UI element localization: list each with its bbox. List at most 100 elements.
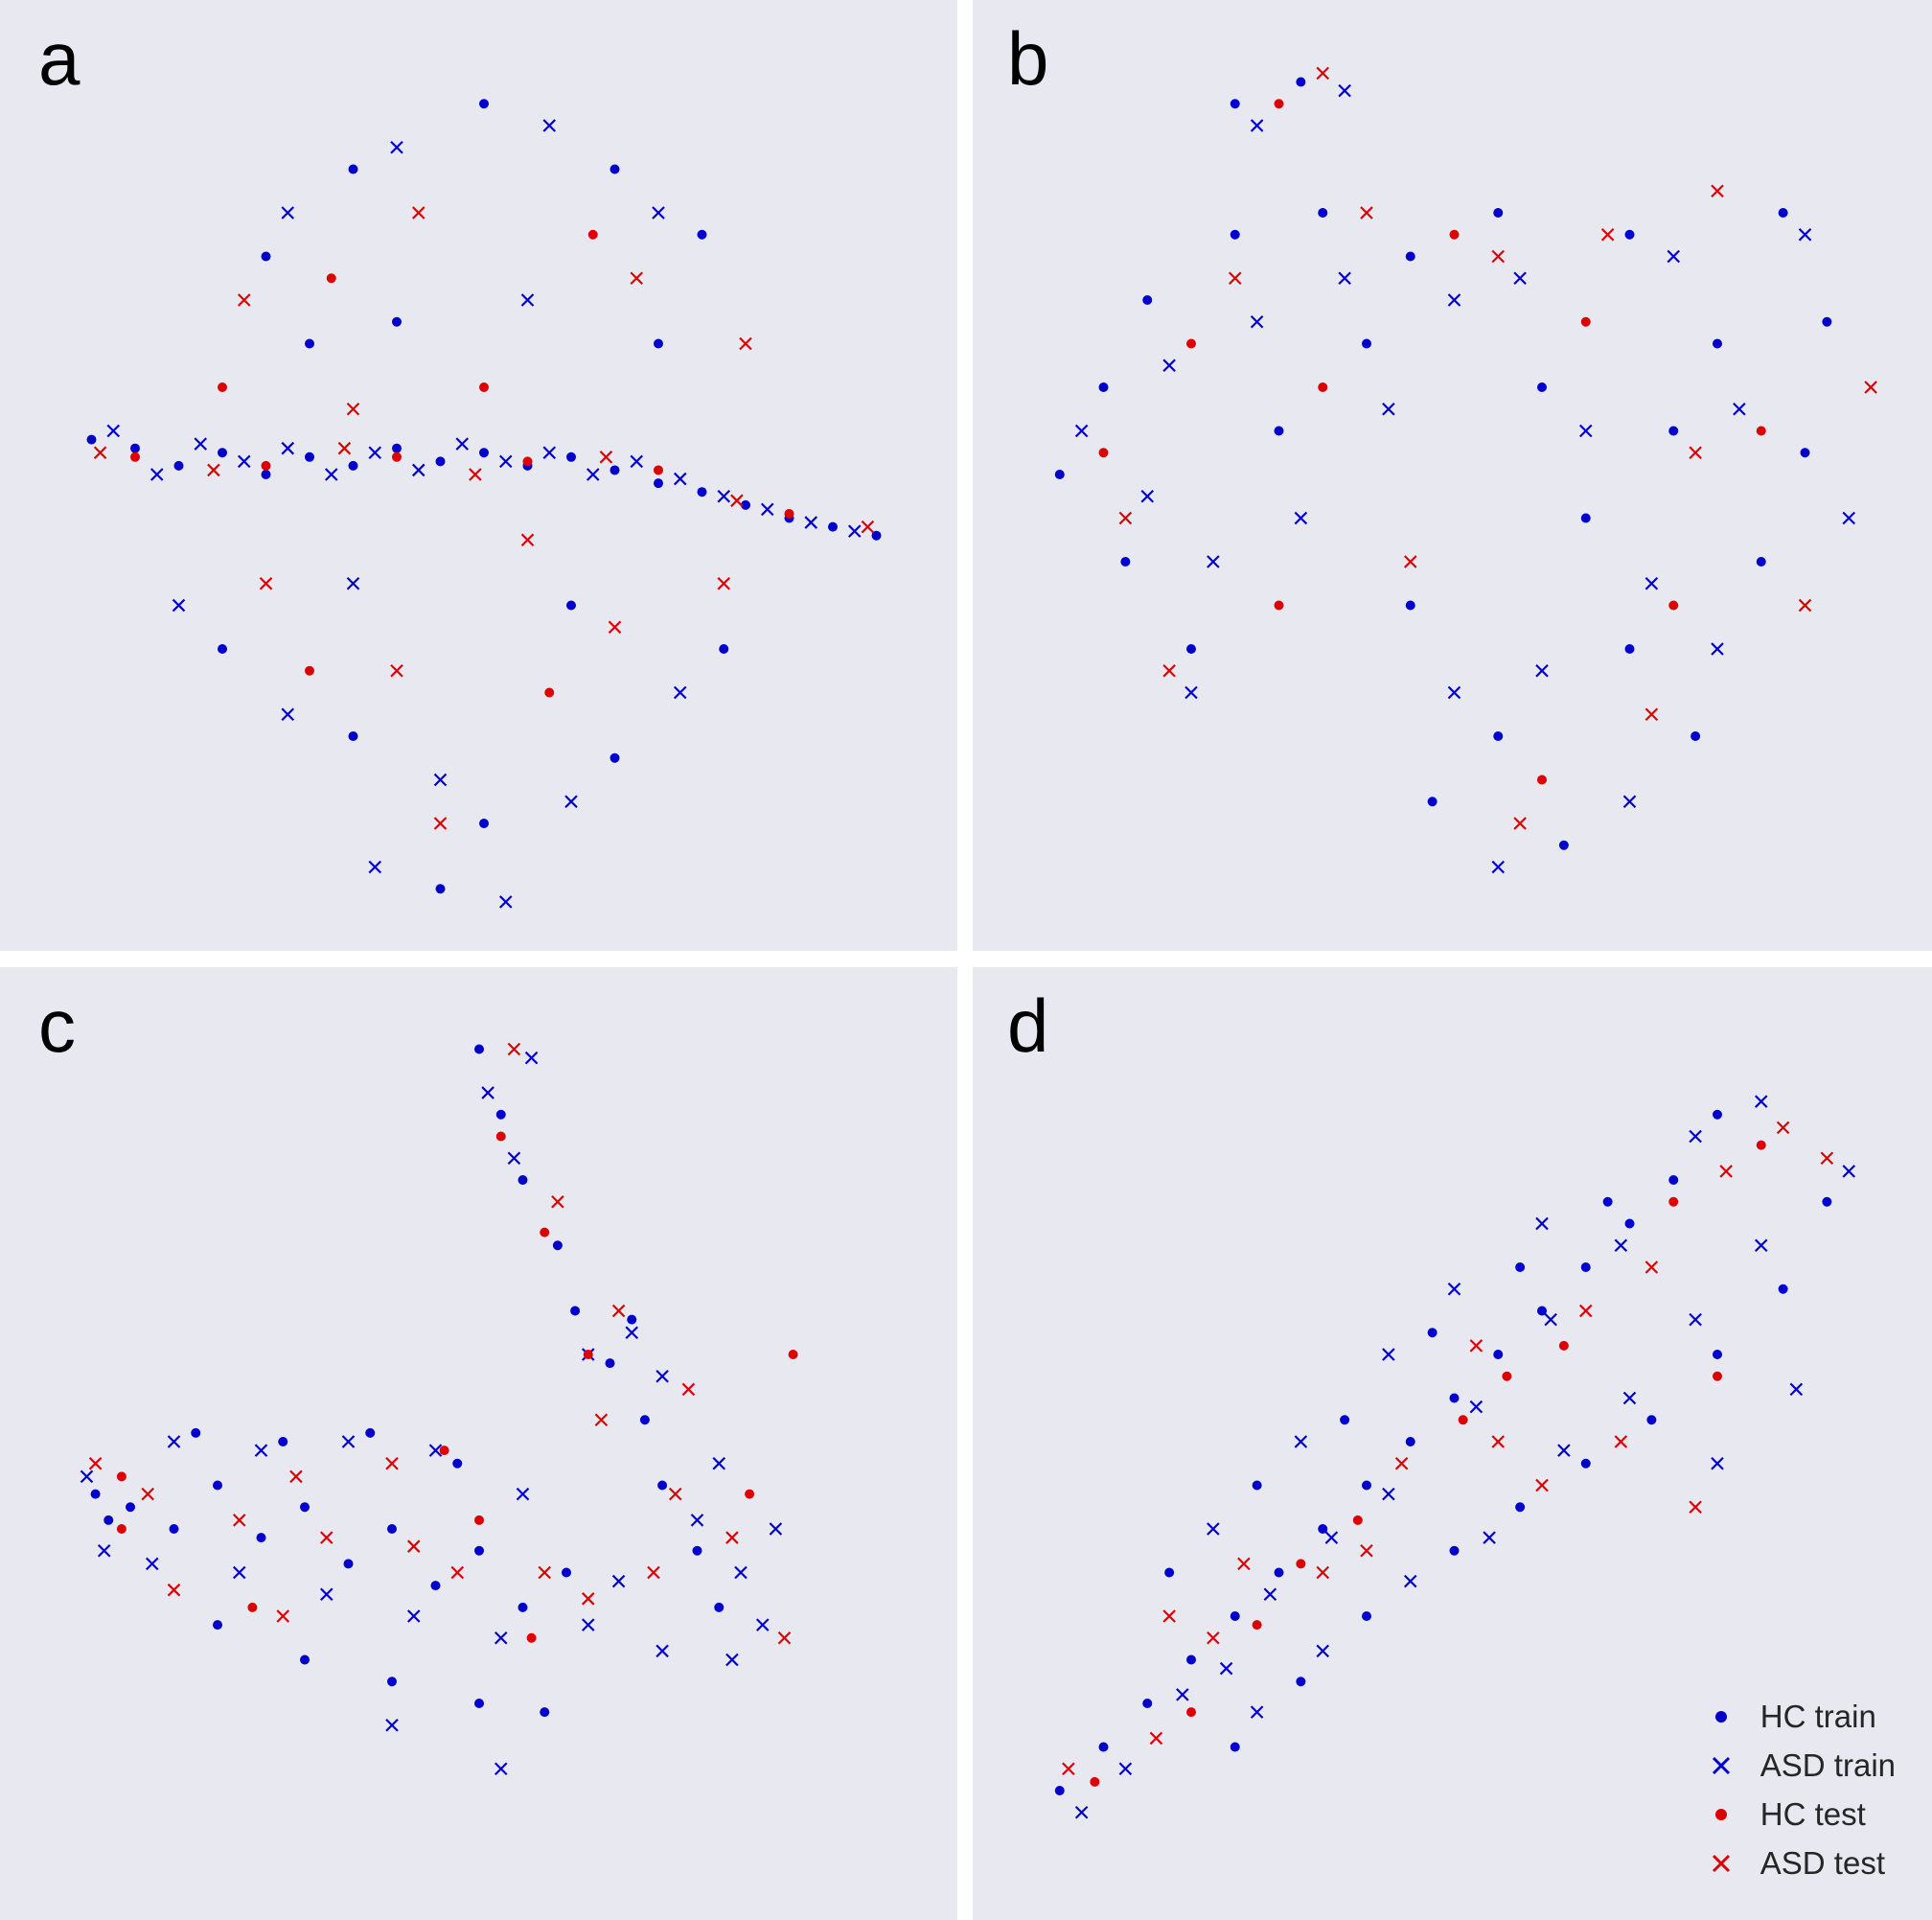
point-hc-train xyxy=(1646,1415,1657,1425)
point-asd-train xyxy=(385,1718,399,1732)
point-hc-test xyxy=(1252,1620,1262,1631)
point-asd-train xyxy=(1219,1661,1233,1676)
point-asd-train xyxy=(1754,1238,1768,1253)
point-hc-train xyxy=(1580,1262,1591,1272)
panel-label-c: c xyxy=(38,983,76,1068)
point-asd-train xyxy=(1689,1312,1702,1327)
point-asd-train xyxy=(1250,314,1264,329)
point-hc-train xyxy=(719,644,729,654)
point-asd-train xyxy=(1382,1348,1395,1361)
point-asd-test xyxy=(1149,1731,1163,1746)
point-hc-train xyxy=(1252,1480,1262,1491)
point-asd-train xyxy=(1403,1574,1417,1588)
point-asd-test xyxy=(551,1194,564,1209)
point-asd-train xyxy=(1140,489,1155,503)
point-hc-train xyxy=(566,600,576,611)
point-hc-train xyxy=(1098,382,1109,392)
point-hc-train xyxy=(218,448,227,458)
point-asd-train xyxy=(1483,1531,1496,1544)
panel-b: b xyxy=(973,0,1932,951)
point-hc-train xyxy=(213,1620,222,1631)
point-hc-test xyxy=(1713,1371,1722,1381)
point-hc-train xyxy=(173,460,184,471)
point-asd-train xyxy=(254,1444,268,1457)
point-hc-train xyxy=(1274,1567,1284,1578)
point-hc-train xyxy=(1362,338,1371,349)
point-asd-test xyxy=(411,206,426,220)
point-asd-test xyxy=(1689,1500,1702,1515)
point-hc-train xyxy=(1756,557,1766,567)
point-hc-train xyxy=(343,1559,354,1569)
point-hc-train xyxy=(126,1502,135,1513)
point-hc-train xyxy=(1186,644,1196,654)
point-asd-test xyxy=(594,1413,609,1427)
panel-d: d HC train ASD train HC test ASD test xyxy=(973,967,1932,1920)
point-hc-train xyxy=(1822,316,1832,327)
point-hc-train xyxy=(278,1437,288,1446)
point-hc-train xyxy=(392,316,402,327)
point-asd-train xyxy=(1614,1238,1628,1253)
point-hc-test xyxy=(745,1489,755,1499)
point-hc-test xyxy=(784,508,794,519)
point-hc-test xyxy=(392,451,402,462)
point-asd-test xyxy=(581,1592,595,1606)
point-asd-test xyxy=(730,494,744,508)
point-hc-train xyxy=(1230,229,1240,240)
point-asd-train xyxy=(1447,293,1461,307)
point-asd-test xyxy=(630,271,644,286)
point-hc-test xyxy=(1090,1776,1100,1787)
point-hc-test xyxy=(1580,316,1591,327)
point-asd-train xyxy=(1535,663,1549,678)
point-asd-train xyxy=(673,685,687,700)
point-hc-train xyxy=(1054,1786,1065,1795)
point-hc-train xyxy=(1098,1742,1109,1752)
point-hc-test xyxy=(1296,1559,1306,1569)
point-hc-train xyxy=(479,819,489,828)
point-asd-train xyxy=(1250,119,1264,132)
point-asd-train xyxy=(1294,1435,1308,1448)
point-hc-train xyxy=(639,1415,650,1425)
point-hc-train xyxy=(1602,1196,1613,1207)
point-asd-train xyxy=(1842,1165,1856,1178)
point-hc-train xyxy=(300,1654,310,1665)
point-hc-train xyxy=(1713,1350,1722,1359)
scatter-plot-c xyxy=(80,1042,798,1776)
point-asd-test xyxy=(93,446,107,460)
legend-item-asd-test: ASD test xyxy=(1701,1839,1896,1887)
point-asd-train xyxy=(524,1051,539,1065)
panel-c: c xyxy=(0,967,957,1920)
point-hc-train xyxy=(657,1480,668,1491)
point-asd-train xyxy=(1184,685,1198,700)
point-hc-test xyxy=(526,1632,537,1643)
point-hc-train xyxy=(387,1524,397,1534)
point-hc-train xyxy=(1515,1262,1526,1272)
point-hc-train xyxy=(452,1458,463,1469)
panel-a: a xyxy=(0,0,957,951)
point-asd-train xyxy=(734,1565,748,1580)
point-asd-test xyxy=(1711,184,1724,198)
point-asd-test xyxy=(289,1469,303,1484)
point-hc-train xyxy=(1427,797,1438,807)
point-hc-train xyxy=(392,443,402,453)
point-asd-train xyxy=(281,707,295,722)
point-asd-test xyxy=(507,1042,521,1056)
point-hc-train xyxy=(714,1602,724,1612)
point-asd-train xyxy=(630,454,644,469)
point-hc-train xyxy=(1822,1196,1832,1207)
point-asd-test xyxy=(1491,1435,1506,1448)
point-asd-train xyxy=(581,1618,595,1631)
point-hc-test xyxy=(479,382,489,392)
point-asd-test xyxy=(1820,1151,1834,1166)
point-asd-test xyxy=(1062,1762,1075,1776)
point-hc-train xyxy=(654,478,663,489)
point-hc-train xyxy=(218,644,227,654)
point-hc-train xyxy=(627,1314,637,1325)
point-asd-test xyxy=(1394,1456,1409,1470)
point-asd-test xyxy=(647,1565,660,1580)
point-asd-train xyxy=(319,1587,334,1602)
point-asd-test xyxy=(611,1304,626,1318)
point-asd-train xyxy=(481,1086,494,1099)
point-asd-train xyxy=(346,576,360,590)
point-asd-train xyxy=(1338,271,1351,286)
point-asd-train xyxy=(1733,402,1746,416)
